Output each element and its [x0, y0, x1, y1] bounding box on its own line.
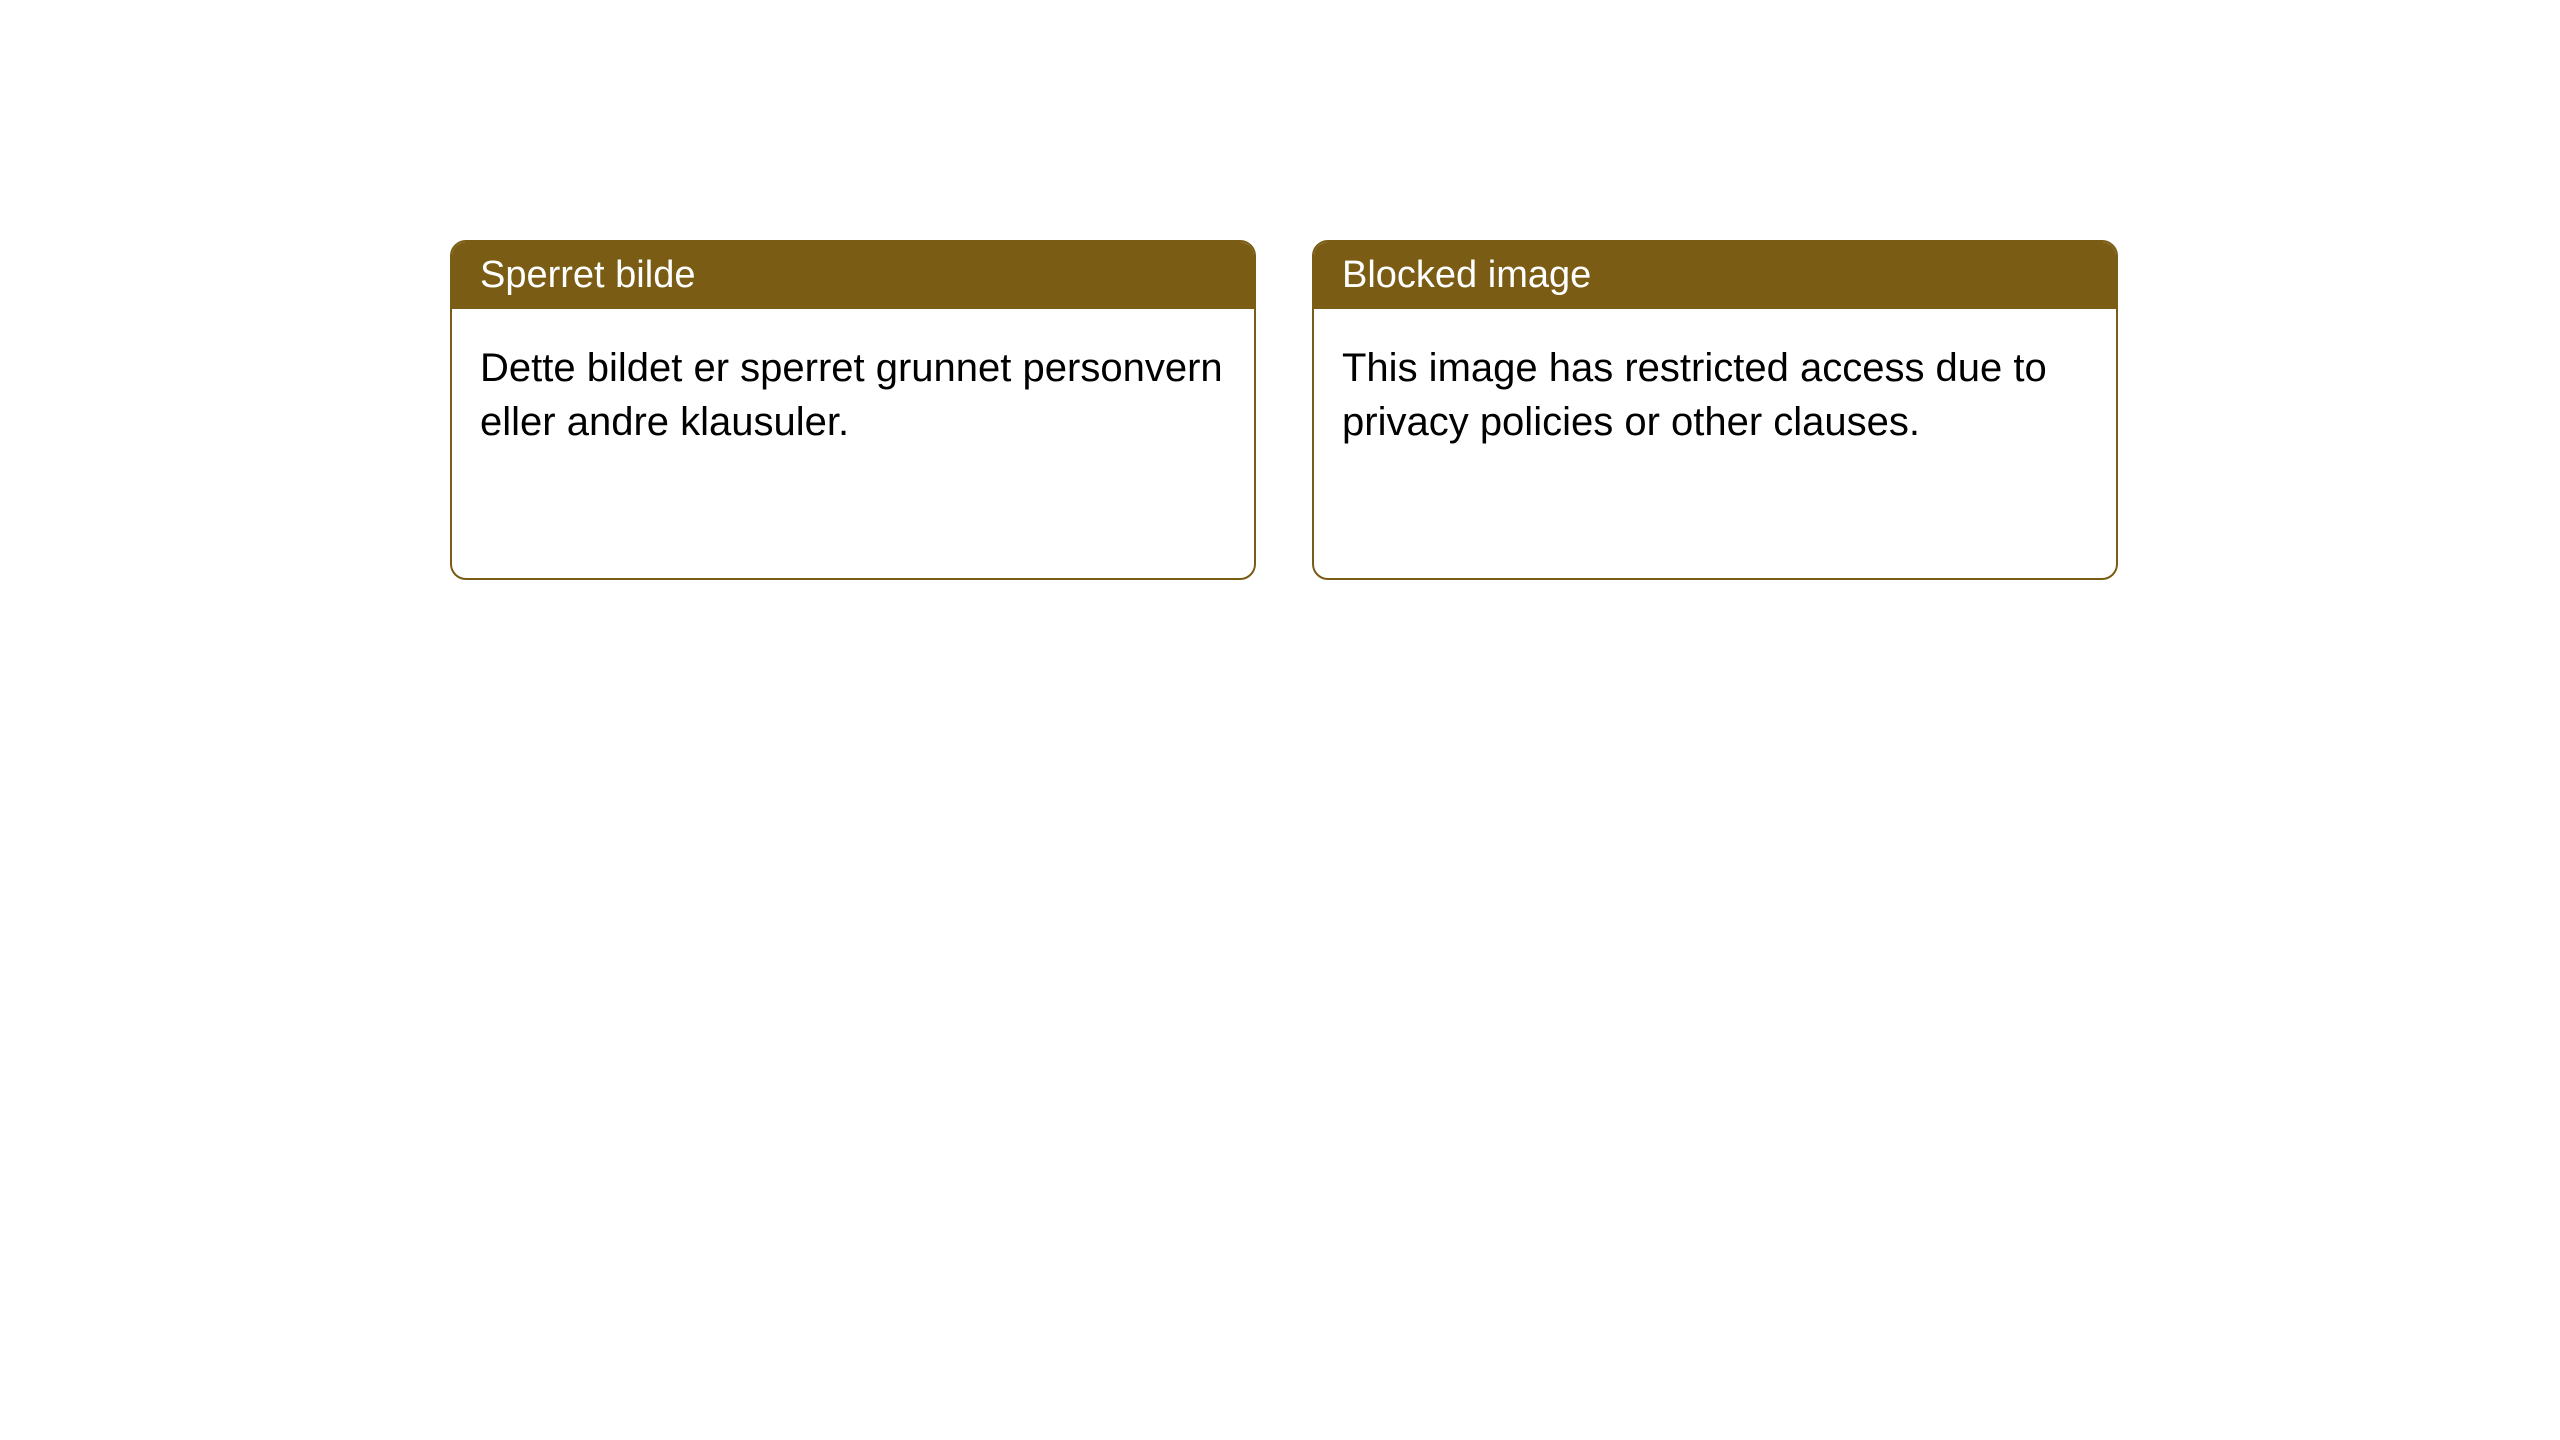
card-header-english: Blocked image: [1314, 242, 2116, 309]
card-body-text: Dette bildet er sperret grunnet personve…: [480, 346, 1223, 444]
notice-cards-container: Sperret bilde Dette bildet er sperret gr…: [450, 240, 2118, 580]
card-title: Sperret bilde: [480, 254, 695, 296]
card-body-norwegian: Dette bildet er sperret grunnet personve…: [452, 309, 1254, 481]
card-title: Blocked image: [1342, 254, 1591, 296]
card-body-english: This image has restricted access due to …: [1314, 309, 2116, 481]
notice-card-english: Blocked image This image has restricted …: [1312, 240, 2118, 580]
notice-card-norwegian: Sperret bilde Dette bildet er sperret gr…: [450, 240, 1256, 580]
card-body-text: This image has restricted access due to …: [1342, 346, 2047, 444]
card-header-norwegian: Sperret bilde: [452, 242, 1254, 309]
